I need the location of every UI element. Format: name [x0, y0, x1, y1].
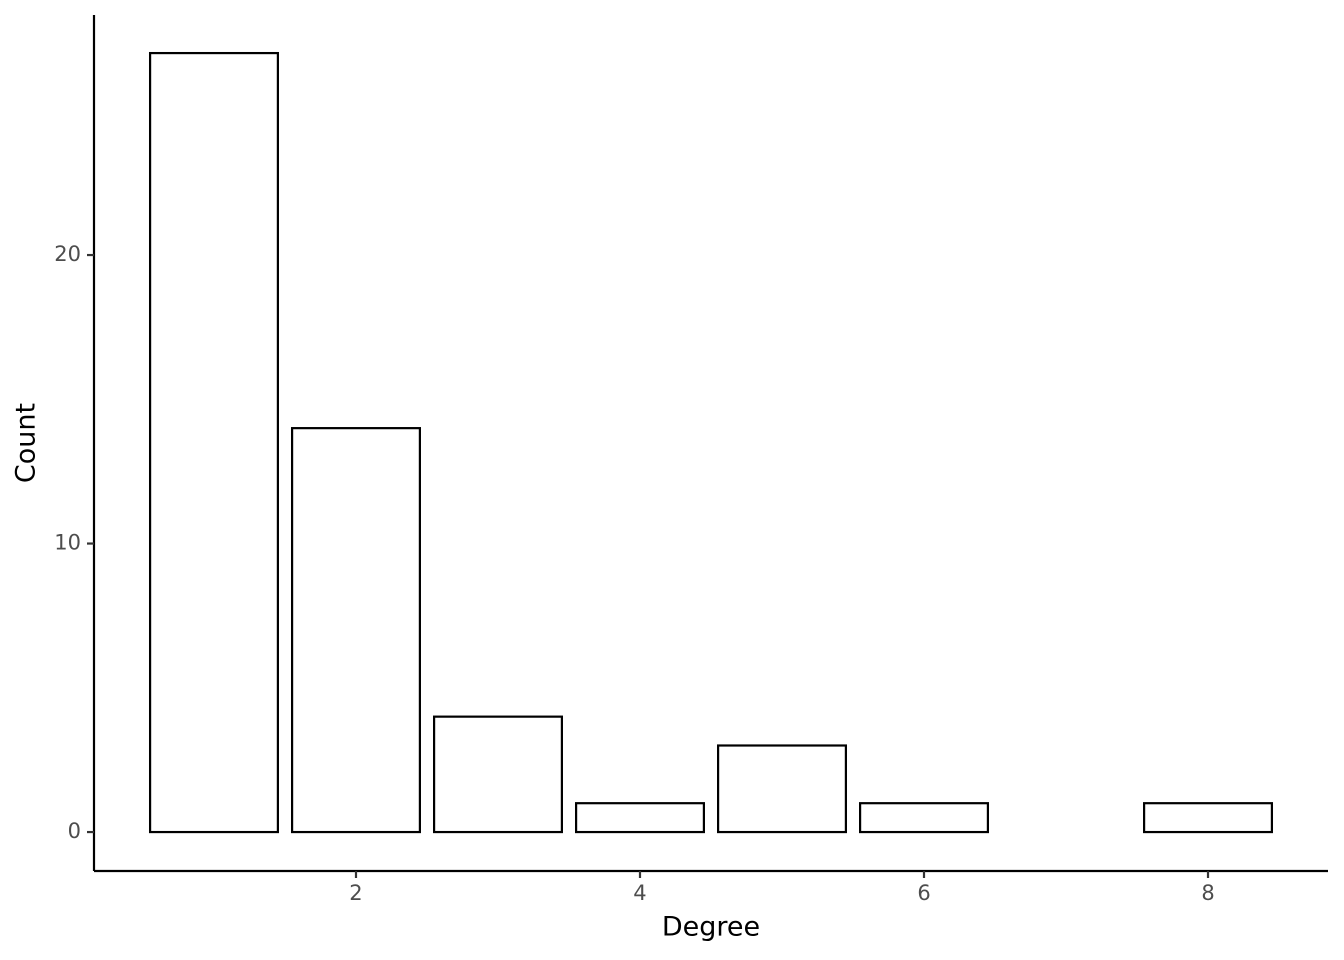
- y-tick-label: 20: [54, 242, 81, 266]
- bar: [148, 51, 279, 834]
- bar: [574, 802, 705, 834]
- bar: [1143, 802, 1274, 834]
- bar: [859, 802, 990, 834]
- y-axis-title: Count: [11, 403, 42, 483]
- bar: [717, 744, 848, 834]
- y-tick-label: 10: [54, 531, 81, 555]
- x-tick-label: 4: [633, 881, 646, 905]
- x-axis-title: Degree: [662, 912, 760, 943]
- bar: [432, 715, 563, 834]
- y-tick-label: 0: [68, 819, 81, 843]
- x-tick-label: 6: [917, 881, 930, 905]
- x-tick-label: 2: [349, 881, 362, 905]
- bar: [290, 427, 421, 834]
- x-tick-label: 8: [1201, 881, 1214, 905]
